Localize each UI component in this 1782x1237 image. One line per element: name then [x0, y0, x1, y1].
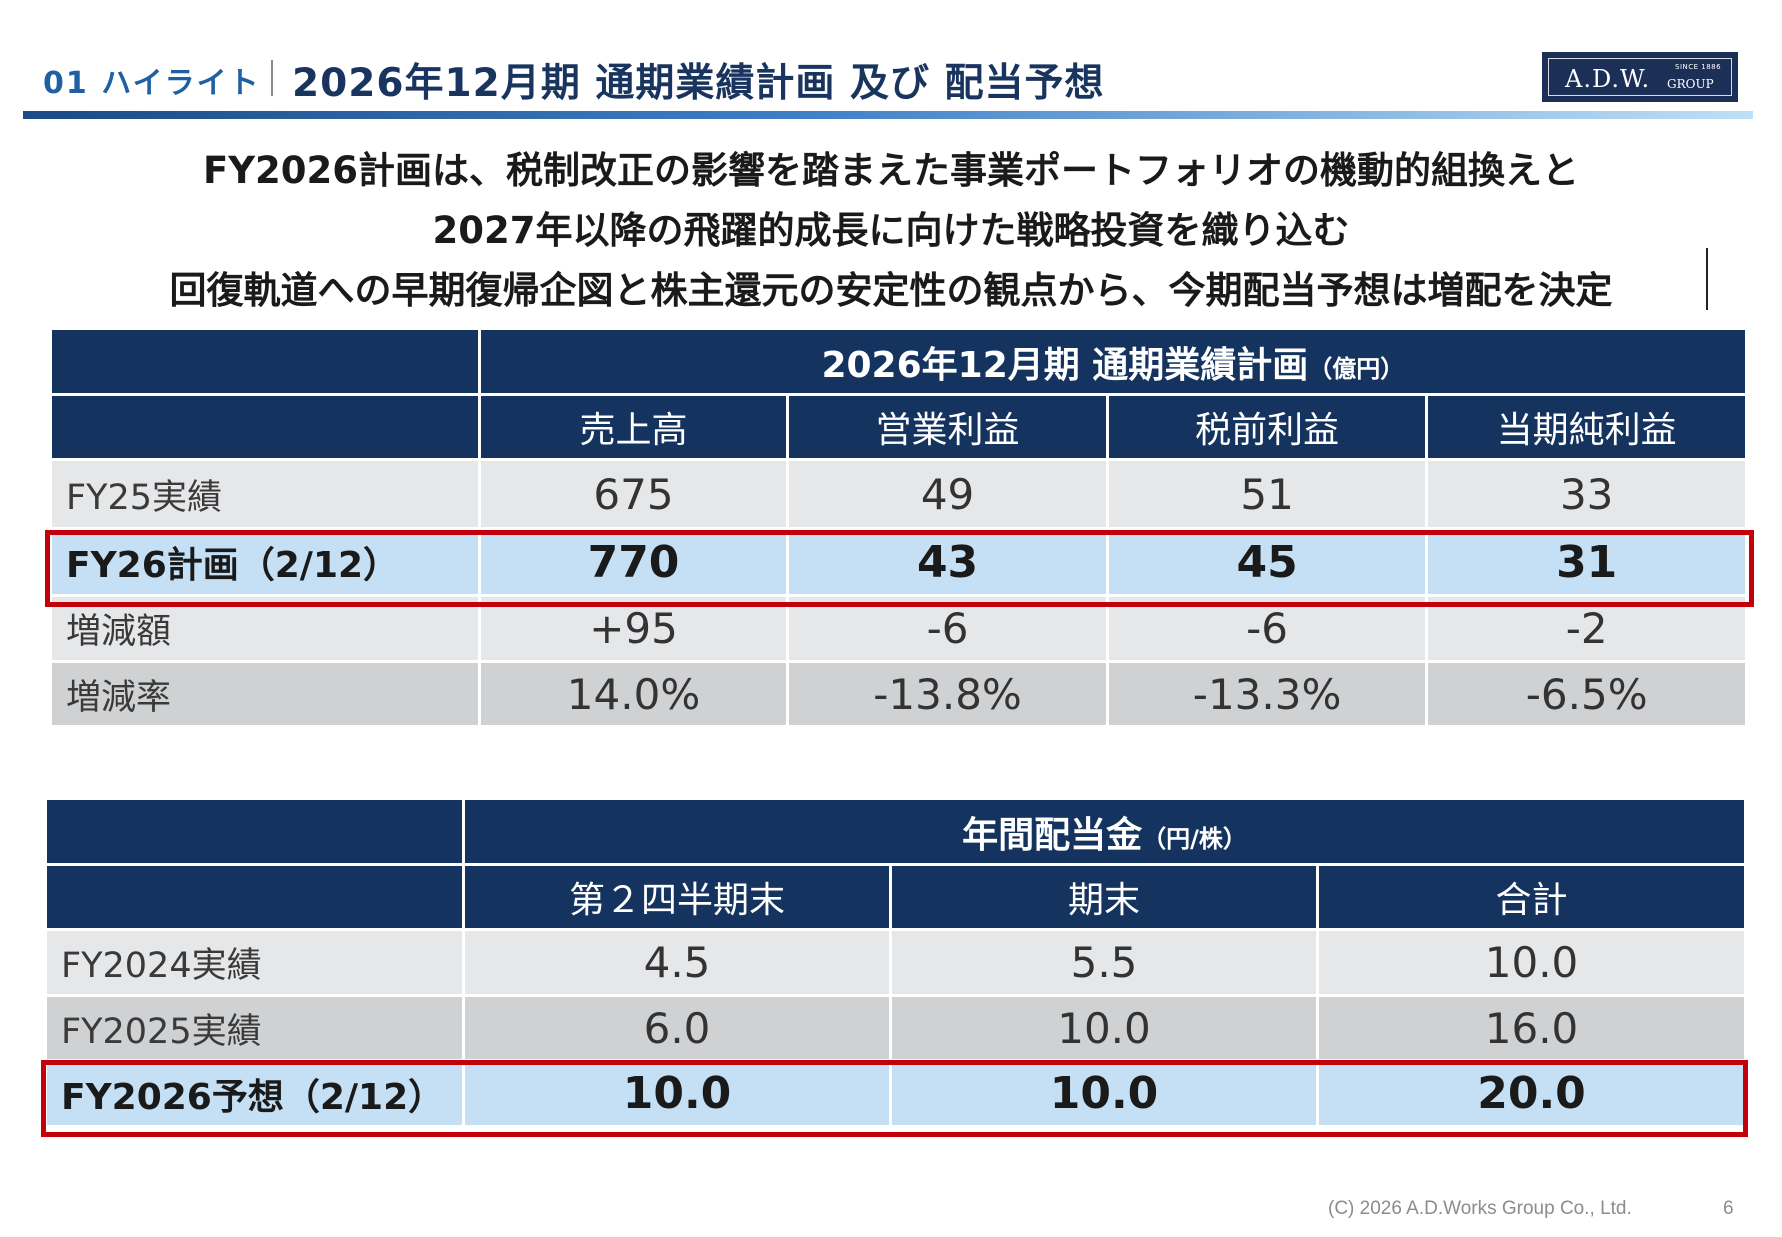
- dividend-column-header-row: 第２四半期末 期末 合計: [47, 866, 1745, 928]
- table-row: FY2024実績 4.5 5.5 10.0: [47, 931, 1745, 994]
- section-label: 01 ハイライト: [43, 66, 261, 101]
- table-cell: 10.0: [1319, 931, 1745, 994]
- table-cell: -2: [1428, 597, 1745, 660]
- table-cell: 43: [789, 530, 1106, 594]
- table-cell: 6.0: [465, 997, 889, 1059]
- logo-group-text: GROUP: [1667, 77, 1714, 91]
- table-cell: -6.5%: [1428, 663, 1745, 725]
- table-cell: 10.0: [465, 1062, 889, 1125]
- plan-title-text: 2026年12月期 通期業績計画: [821, 344, 1309, 386]
- table-cell: -6: [789, 597, 1106, 660]
- dividend-header-blank: [47, 866, 462, 928]
- table-cell: 20.0: [1319, 1062, 1745, 1125]
- table-row-highlighted: FY2026予想（2/12） 10.0 10.0 20.0: [47, 1062, 1745, 1125]
- col-header-pretax-profit: 税前利益: [1108, 396, 1426, 458]
- row-label-change-rate: 増減率: [52, 663, 478, 725]
- header-gradient-rule: [23, 111, 1753, 119]
- dividend-table-title: 年間配当金（円/株）: [465, 800, 1745, 863]
- dividend-title-text: 年間配当金: [962, 814, 1143, 856]
- plan-table: 2026年12月期 通期業績計画（億円） 売上高 営業利益 税前利益 当期純利益…: [49, 327, 1748, 728]
- row-label-fy2024: FY2024実績: [47, 931, 462, 994]
- col-header-year-end: 期末: [892, 866, 1316, 928]
- table-cell: 31: [1428, 530, 1745, 594]
- headline-line-3: 回復軌道への早期復帰企図と株主還元の安定性の観点から、今期配当予想は増配を決定: [169, 269, 1613, 312]
- table-row: FY2025実績 6.0 10.0 16.0: [47, 997, 1745, 1059]
- text-cursor: [1706, 248, 1708, 310]
- plan-unit-text: （億円）: [1308, 354, 1405, 383]
- row-label-fy26-plan: FY26計画（2/12）: [52, 530, 478, 594]
- table-cell: 4.5: [465, 931, 889, 994]
- table-cell: 16.0: [1319, 997, 1745, 1059]
- dividend-table: 年間配当金（円/株） 第２四半期末 期末 合計 FY2024実績 4.5 5.5…: [44, 797, 1747, 1128]
- plan-header-blank: [52, 396, 478, 458]
- plan-table-title-row: 2026年12月期 通期業績計画（億円）: [52, 330, 1745, 393]
- table-cell: -6: [1108, 597, 1426, 660]
- table-cell: -13.8%: [789, 663, 1106, 725]
- row-label-fy25: FY25実績: [52, 461, 478, 527]
- logo-main-text: A.D.W.: [1565, 65, 1651, 93]
- table-cell: 675: [480, 461, 787, 527]
- dividend-unit-text: （円/株）: [1142, 824, 1247, 853]
- row-label-fy2025: FY2025実績: [47, 997, 462, 1059]
- col-header-revenue: 売上高: [480, 396, 787, 458]
- table-cell: -13.3%: [1108, 663, 1426, 725]
- row-label-fy2026-forecast: FY2026予想（2/12）: [47, 1062, 462, 1125]
- table-row: 増減率 14.0% -13.8% -13.3% -6.5%: [52, 663, 1745, 725]
- table-cell: 49: [789, 461, 1106, 527]
- page-title: 2026年12月期 通期業績計画 及び 配当予想: [292, 61, 1105, 106]
- copyright: (C) 2026 A.D.Works Group Co., Ltd.: [1328, 1198, 1632, 1219]
- table-cell: 770: [480, 530, 787, 594]
- header-divider: [271, 60, 273, 96]
- table-cell: 5.5: [892, 931, 1316, 994]
- table-cell: 10.0: [892, 1062, 1316, 1125]
- col-header-operating-profit: 営業利益: [789, 396, 1106, 458]
- table-row: 増減額 +95 -6 -6 -2: [52, 597, 1745, 660]
- row-label-change-amount: 増減額: [52, 597, 478, 660]
- table-row: FY25実績 675 49 51 33: [52, 461, 1745, 527]
- table-cell: 10.0: [892, 997, 1316, 1059]
- logo-since-text: SINCE 1886: [1675, 63, 1722, 71]
- dividend-table-title-row: 年間配当金（円/株）: [47, 800, 1745, 863]
- plan-column-header-row: 売上高 営業利益 税前利益 当期純利益: [52, 396, 1745, 458]
- headline-line-1: FY2026計画は、税制改正の影響を踏まえた事業ポートフォリオの機動的組換えと: [202, 149, 1580, 192]
- dividend-corner-cell: [47, 800, 462, 863]
- company-logo: A.D.W. SINCE 1886 GROUP: [1542, 52, 1738, 102]
- col-header-q2-end: 第２四半期末: [465, 866, 889, 928]
- logo-frame: A.D.W. SINCE 1886 GROUP: [1548, 58, 1732, 96]
- headline-line-2: 2027年以降の飛躍的成長に向けた戦略投資を織り込む: [432, 209, 1350, 252]
- table-cell: 45: [1108, 530, 1426, 594]
- table-cell: 14.0%: [480, 663, 787, 725]
- table-cell: 33: [1428, 461, 1745, 527]
- table-cell: 51: [1108, 461, 1426, 527]
- table-row-highlighted: FY26計画（2/12） 770 43 45 31: [52, 530, 1745, 594]
- plan-corner-cell: [52, 330, 478, 393]
- col-header-total: 合計: [1319, 866, 1745, 928]
- plan-table-title: 2026年12月期 通期業績計画（億円）: [480, 330, 1745, 393]
- page-number: 6: [1723, 1198, 1734, 1219]
- col-header-net-profit: 当期純利益: [1428, 396, 1745, 458]
- table-cell: +95: [480, 597, 787, 660]
